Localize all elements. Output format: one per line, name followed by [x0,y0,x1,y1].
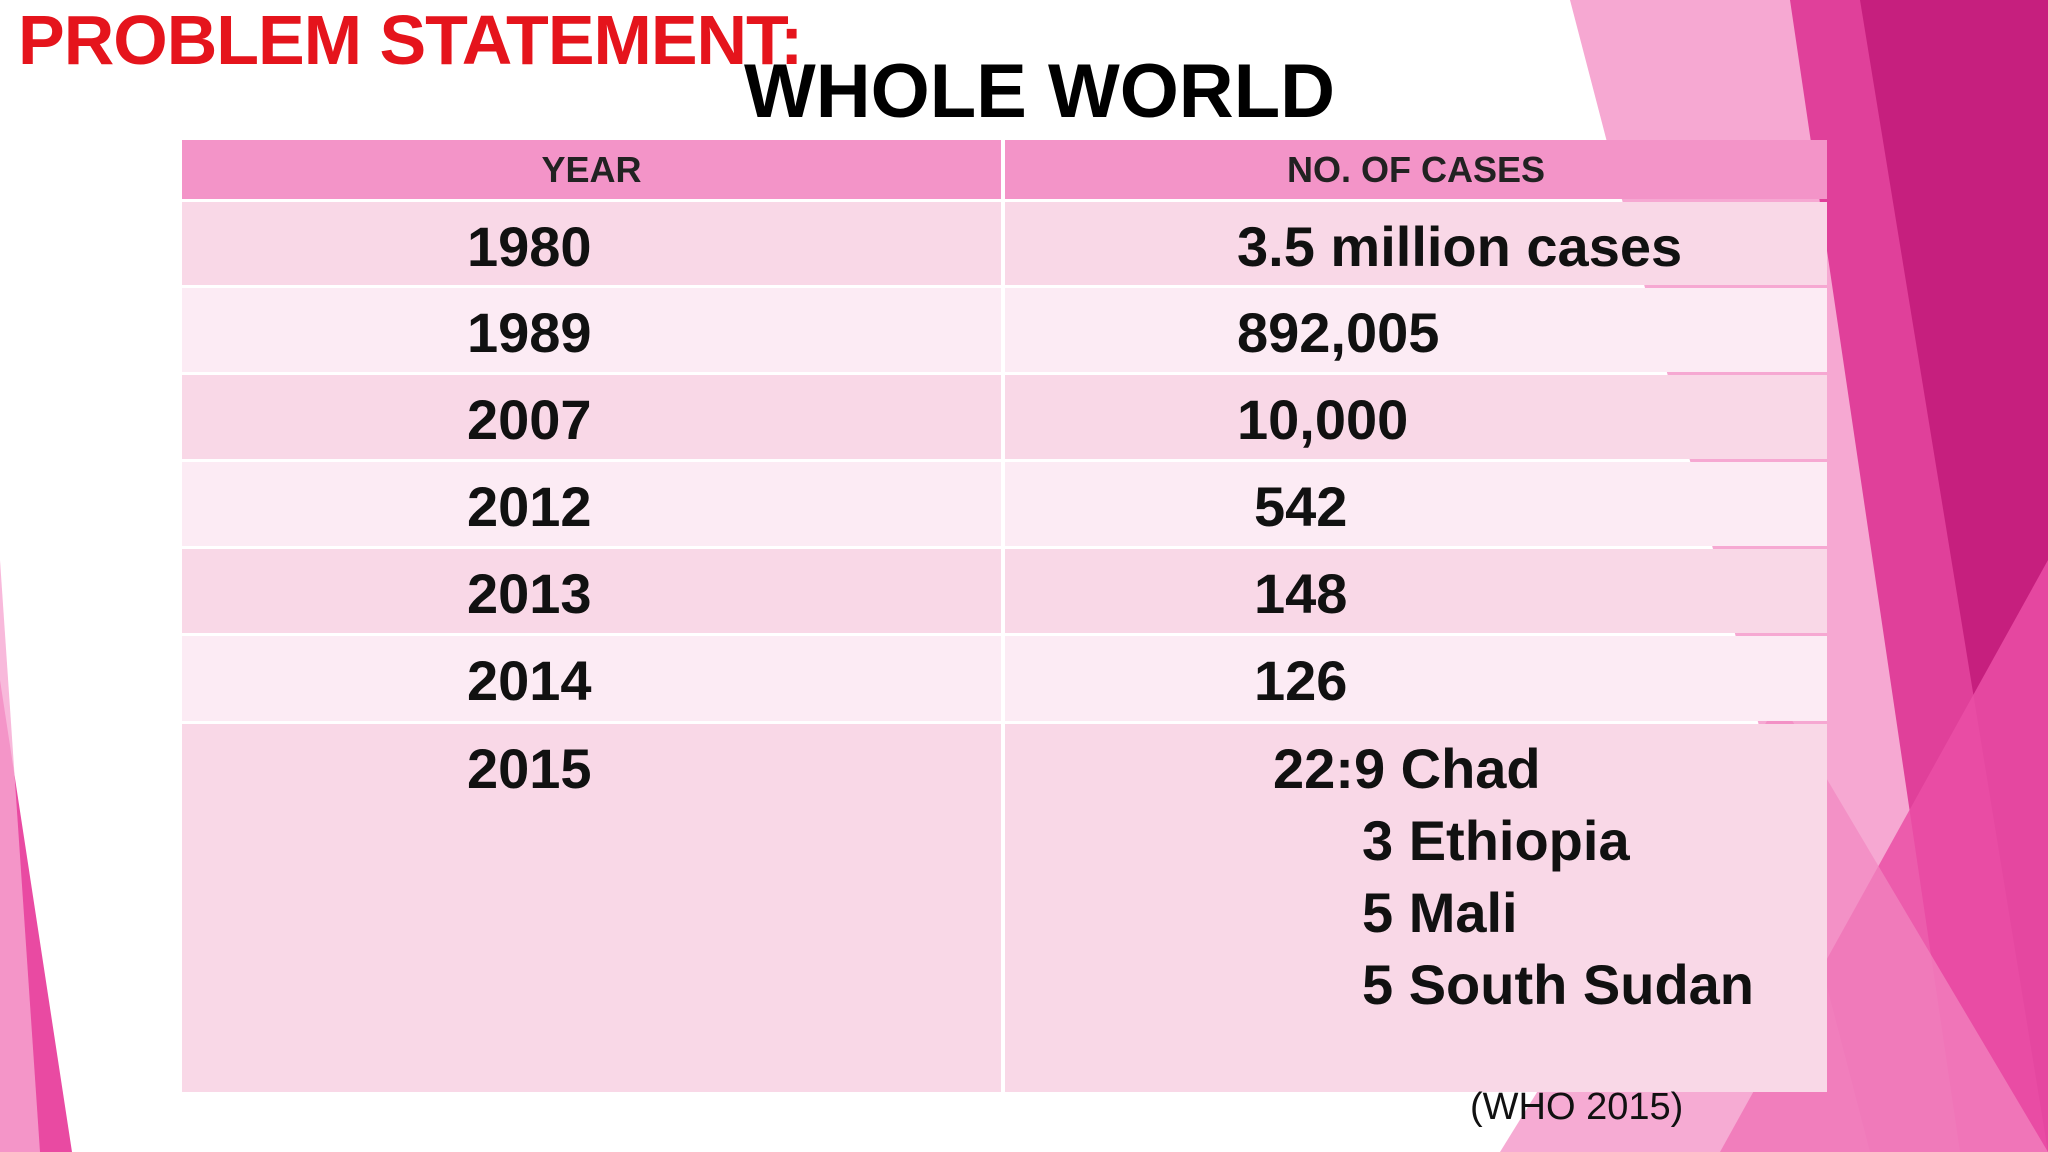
table-cell [1005,375,1827,459]
source-note: (WHO 2015) [1470,1086,1684,1128]
table-cell [182,636,1001,721]
table-cell [182,549,1001,633]
slide-subtitle: WHOLE WORLD [744,49,1336,134]
cases-text: 5 South Sudan [1362,953,1754,1016]
table-cell [182,724,1001,1092]
table-cell [1005,549,1827,633]
cases-text: 148 [1254,562,1348,625]
table-cell [182,375,1001,459]
table-header: YEAR [182,140,1001,199]
table-cell [1005,202,1827,285]
table-cell [1005,288,1827,372]
year-text: 2014 [467,649,592,712]
cases-text: 126 [1254,649,1348,712]
year-text: 2007 [467,388,592,451]
table-cell [1005,462,1827,546]
cases-text: 5 Mali [1362,881,1518,944]
year-text: 2015 [467,737,592,800]
slide-title: PROBLEM STATEMENT: [18,1,803,79]
year-text: 2012 [467,475,592,538]
year-text: 2013 [467,562,592,625]
cases-text: 10,000 [1237,388,1409,451]
table-cell [182,288,1001,372]
table-cell [182,462,1001,546]
table-header: NO. OF CASES [1005,140,1827,199]
cases-text: 22:9 Chad [1273,737,1541,800]
cases-text: 3 Ethiopia [1362,809,1630,872]
cases-text: 892,005 [1237,301,1440,364]
cases-text: 3.5 million cases [1237,215,1683,278]
year-text: 1980 [467,215,592,278]
table-cell [182,202,1001,285]
cases-text: 542 [1254,475,1348,538]
table-cell [1005,724,1827,1092]
year-text: 1989 [467,301,592,364]
decor-shape [0,560,40,1152]
table-cell [1005,636,1827,721]
